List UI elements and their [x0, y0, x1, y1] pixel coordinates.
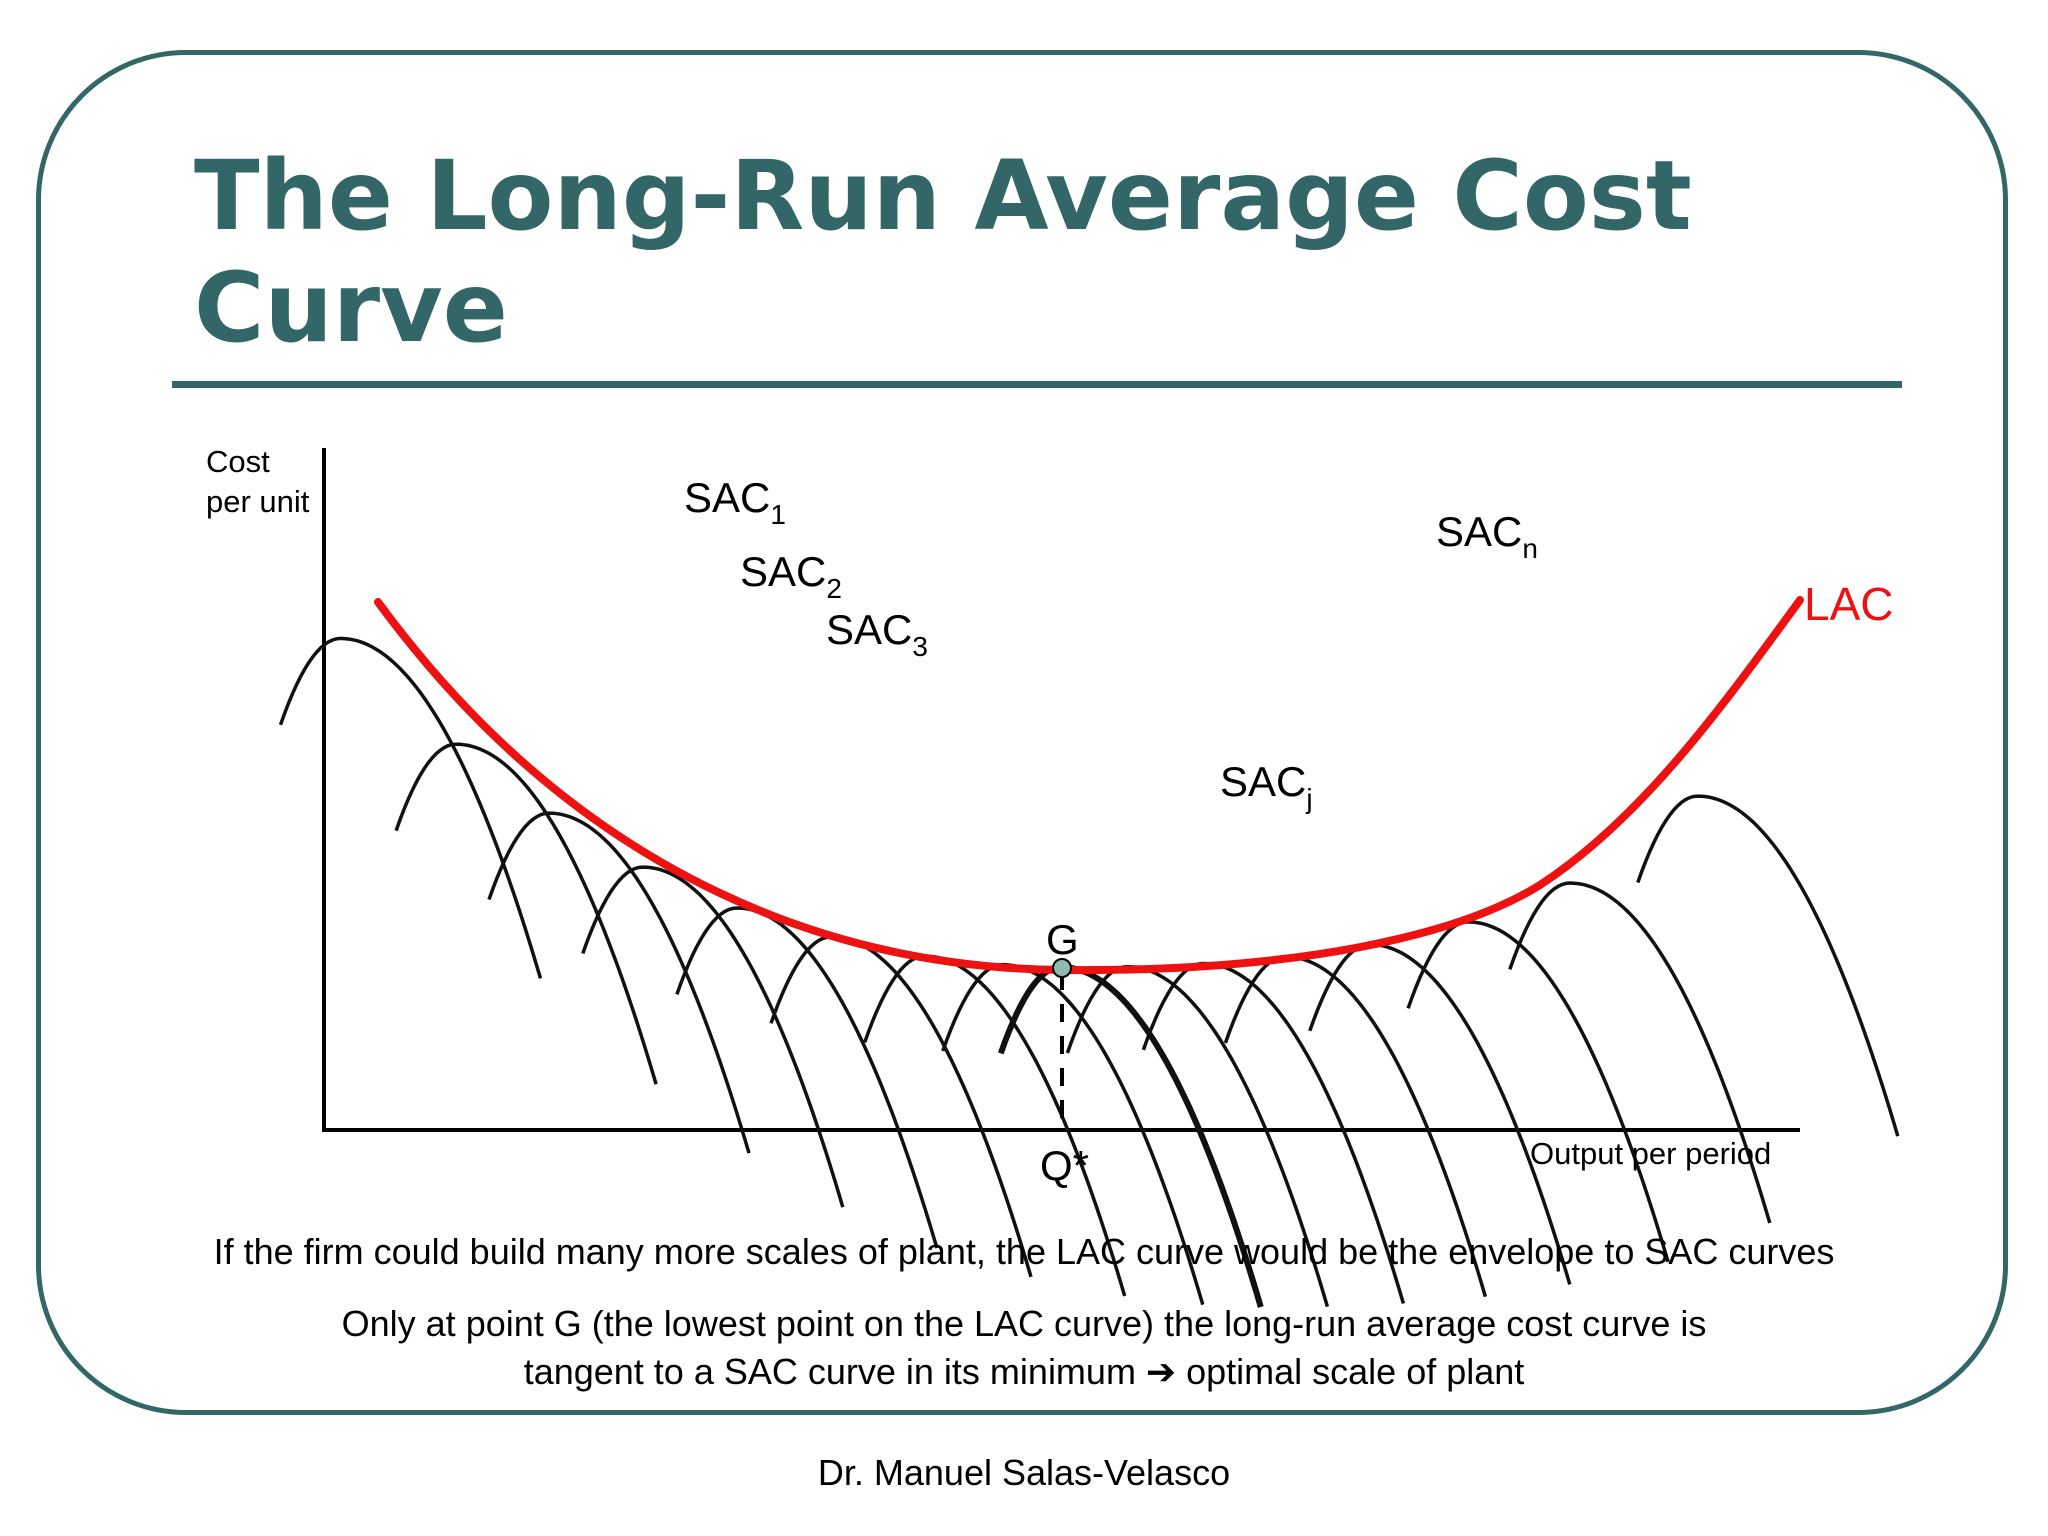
sac-curve-16 — [1636, 794, 1900, 1137]
caption-tangency-line1: Only at point G (the lowest point on the… — [341, 1303, 1707, 1344]
y-axis-label-line1: Cost — [206, 444, 270, 479]
point-g-label: G — [1046, 916, 1079, 963]
sac-curve-5 — [675, 906, 939, 1249]
slide-frame — [36, 50, 2008, 1415]
point-g-marker — [1052, 958, 1072, 978]
sac-curve-3 — [487, 811, 751, 1154]
author-credit: Dr. Manuel Salas-Velasco — [817, 1452, 1231, 1493]
y-axis-label-line2: per unit — [206, 484, 310, 519]
sac-3-label: SAC3 — [826, 606, 928, 662]
q-star-label: Q* — [1040, 1142, 1089, 1189]
sac-curve-7 — [863, 954, 1127, 1297]
caption-tangency-line2: tangent to a SAC curve in its minimum ➔ … — [523, 1351, 1525, 1392]
sac-curve-1 — [278, 636, 543, 979]
lac-curve — [374, 596, 1804, 975]
x-axis-label: Output per period — [1530, 1136, 1771, 1171]
slide-title: The Long-Run Average Cost Curve — [194, 140, 1692, 364]
caption-envelope: If the firm could build many more scales… — [213, 1231, 1835, 1272]
sac-curve-4 — [581, 865, 845, 1208]
sac-curve-9 — [997, 963, 1264, 1308]
sac-n-label: SACn — [1436, 508, 1538, 564]
sac-j-label: SACj — [1220, 758, 1313, 814]
sac-curve-2 — [394, 742, 658, 1085]
sac-2-label: SAC2 — [740, 548, 842, 604]
sac-curve-8 — [941, 962, 1205, 1306]
lac-label: LAC — [1804, 578, 1893, 630]
caption-tangency: Only at point G (the lowest point on the… — [100, 1300, 1948, 1396]
sac-curve-14 — [1406, 920, 1670, 1263]
sac-curve-15 — [1508, 881, 1772, 1224]
sac-1-label: SAC1 — [684, 474, 786, 530]
title-divider — [172, 381, 1902, 388]
sac-curve-6 — [769, 935, 1033, 1278]
